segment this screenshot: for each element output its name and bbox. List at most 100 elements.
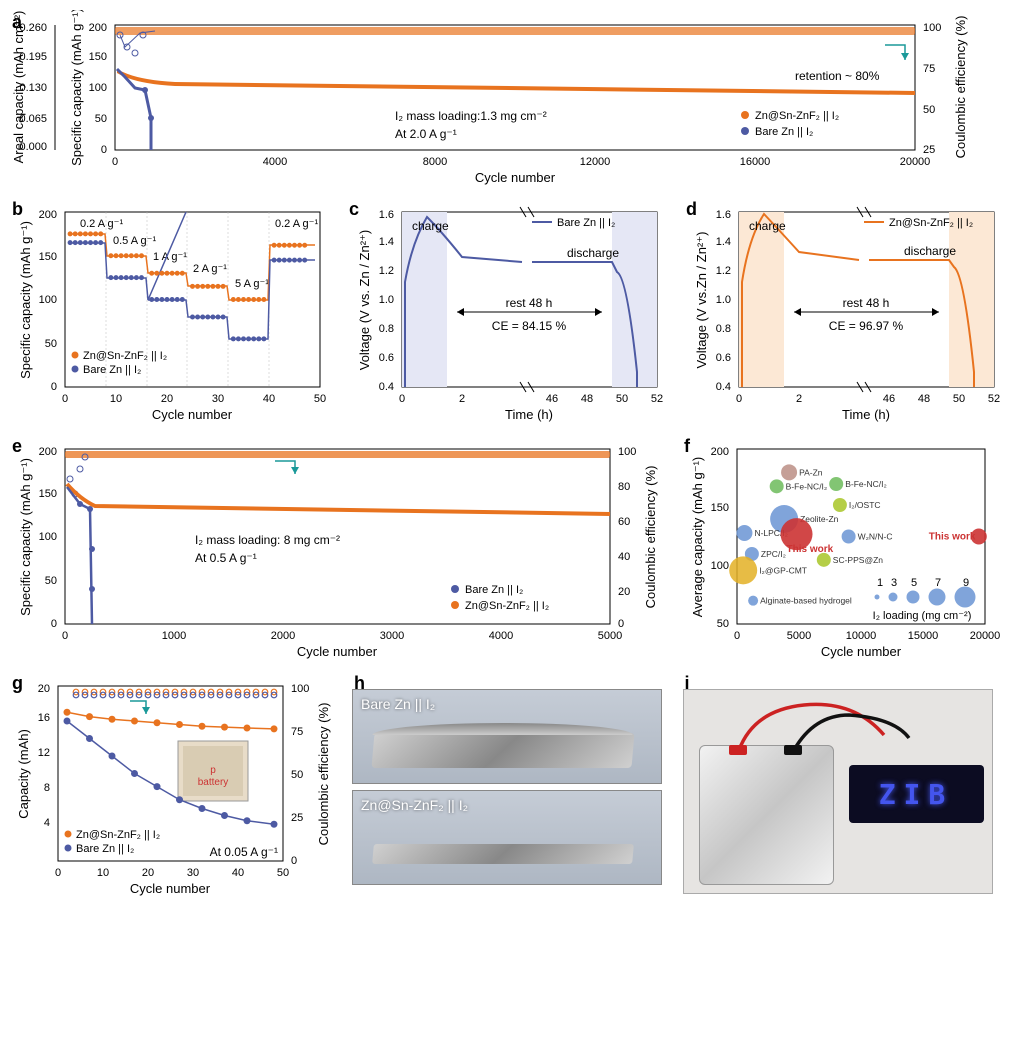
svg-text:This work: This work bbox=[929, 532, 976, 543]
svg-text:50: 50 bbox=[314, 393, 326, 405]
panel-g-chart: 4 8 12 16 20 Capacity (mAh) 0 10 20 30 4… bbox=[10, 671, 340, 896]
svg-text:50: 50 bbox=[953, 393, 965, 405]
svg-text:200: 200 bbox=[89, 22, 107, 34]
svg-text:1.4: 1.4 bbox=[716, 236, 731, 248]
figure-root: a 0.000 0.065 0.130 0.195 0.260 Areal ca… bbox=[10, 10, 1001, 896]
svg-text:At 0.5 A g⁻¹: At 0.5 A g⁻¹ bbox=[195, 551, 257, 565]
svg-text:2000: 2000 bbox=[271, 630, 295, 642]
svg-text:12: 12 bbox=[38, 747, 50, 759]
svg-text:Specific capacity (mAh g⁻¹): Specific capacity (mAh g⁻¹) bbox=[18, 458, 33, 616]
panel-b-chart: 0 50 100 150 200 Specific capacity (mAh … bbox=[10, 197, 335, 422]
panel-f: f 50 100 150 200 Average capacity (mAh g… bbox=[682, 434, 1000, 659]
svg-text:0: 0 bbox=[399, 393, 405, 405]
svg-text:0.8: 0.8 bbox=[716, 323, 731, 335]
led-text: ZIB bbox=[879, 778, 954, 811]
svg-text:100: 100 bbox=[291, 683, 309, 695]
svg-text:0.2 A g⁻¹: 0.2 A g⁻¹ bbox=[275, 218, 318, 230]
svg-text:Coulombic efficiency (%): Coulombic efficiency (%) bbox=[953, 16, 968, 159]
row-ghi: g 4 8 12 16 20 Capacity (mAh) 0 10 20 30… bbox=[10, 671, 1001, 896]
panel-e-label: e bbox=[12, 436, 22, 457]
svg-text:25: 25 bbox=[923, 144, 935, 156]
svg-text:200: 200 bbox=[39, 209, 57, 221]
svg-text:Capacity (mAh): Capacity (mAh) bbox=[16, 729, 31, 819]
panel-a-chart: 0.000 0.065 0.130 0.195 0.260 Areal capa… bbox=[10, 10, 1001, 185]
panel-g-label: g bbox=[12, 673, 23, 694]
svg-text:Cycle number: Cycle number bbox=[821, 644, 902, 659]
panel-h-label: h bbox=[354, 673, 365, 694]
svg-text:Bare Zn || I₂: Bare Zn || I₂ bbox=[755, 126, 813, 138]
svg-text:rest 48 h: rest 48 h bbox=[506, 296, 553, 310]
svg-text:80: 80 bbox=[618, 481, 630, 493]
panel-f-label: f bbox=[684, 436, 690, 457]
svg-text:12000: 12000 bbox=[580, 156, 611, 168]
svg-text:1.0: 1.0 bbox=[379, 294, 394, 306]
svg-text:Zn@Sn-ZnF₂ || I₂: Zn@Sn-ZnF₂ || I₂ bbox=[755, 110, 839, 122]
svg-text:Zn@Sn-ZnF₂ || I₂: Zn@Sn-ZnF₂ || I₂ bbox=[465, 600, 549, 612]
svg-text:SC-PPS@Zn: SC-PPS@Zn bbox=[833, 555, 883, 565]
svg-text:Voltage (V vs.Zn / Zn²⁺): Voltage (V vs.Zn / Zn²⁺) bbox=[694, 232, 709, 369]
svg-text:0: 0 bbox=[51, 618, 57, 630]
svg-text:20: 20 bbox=[38, 683, 50, 695]
panel-d-chart: 0.4 0.6 0.8 1.0 1.2 1.4 1.6 Voltage (V v… bbox=[684, 197, 1009, 422]
svg-text:Coulombic efficiency (%): Coulombic efficiency (%) bbox=[316, 703, 331, 846]
svg-text:52: 52 bbox=[988, 393, 1000, 405]
svg-text:9: 9 bbox=[963, 577, 969, 589]
svg-text:CE = 84.15 %: CE = 84.15 % bbox=[492, 319, 567, 333]
svg-text:Time (h): Time (h) bbox=[842, 407, 890, 422]
svg-text:20: 20 bbox=[142, 867, 154, 879]
svg-text:8000: 8000 bbox=[423, 156, 447, 168]
svg-text:Specific capacity (mAh g⁻¹): Specific capacity (mAh g⁻¹) bbox=[18, 221, 33, 379]
svg-text:10: 10 bbox=[97, 867, 109, 879]
svg-text:Cycle number: Cycle number bbox=[475, 170, 556, 185]
svg-text:5 A g⁻¹: 5 A g⁻¹ bbox=[235, 278, 269, 290]
svg-text:1000: 1000 bbox=[162, 630, 186, 642]
svg-text:At 2.0 A g⁻¹: At 2.0 A g⁻¹ bbox=[395, 127, 457, 141]
photo-snznf2-label: Zn@Sn-ZnF₂ || I₂ bbox=[361, 797, 468, 813]
svg-text:50: 50 bbox=[277, 867, 289, 879]
panel-d-label: d bbox=[686, 199, 697, 220]
led-panel: ZIB bbox=[849, 765, 984, 823]
svg-text:I₂/OSTC: I₂/OSTC bbox=[849, 500, 881, 510]
photo-sn-znf2: Zn@Sn-ZnF₂ || I₂ bbox=[352, 790, 662, 885]
svg-text:B-Fe-NC/I₂: B-Fe-NC/I₂ bbox=[845, 479, 887, 489]
svg-text:0: 0 bbox=[62, 630, 68, 642]
svg-text:I₂ mass loading:1.3 mg cm⁻²: I₂ mass loading:1.3 mg cm⁻² bbox=[395, 109, 547, 123]
svg-text:Zn@Sn-ZnF₂ || I₂: Zn@Sn-ZnF₂ || I₂ bbox=[76, 829, 160, 841]
svg-text:Alginate-based hydrogel: Alginate-based hydrogel bbox=[760, 596, 852, 606]
svg-text:20: 20 bbox=[618, 586, 630, 598]
svg-text:4000: 4000 bbox=[263, 156, 287, 168]
svg-text:48: 48 bbox=[581, 393, 593, 405]
svg-text:46: 46 bbox=[883, 393, 895, 405]
svg-text:7: 7 bbox=[935, 577, 941, 589]
svg-text:20000: 20000 bbox=[970, 630, 1000, 642]
svg-text:0: 0 bbox=[736, 393, 742, 405]
panel-g: g 4 8 12 16 20 Capacity (mAh) 0 10 20 30… bbox=[10, 671, 340, 896]
svg-text:retention ~ 80%: retention ~ 80% bbox=[795, 69, 880, 83]
svg-text:40: 40 bbox=[618, 551, 630, 563]
photo-led-demo: ZIB bbox=[683, 689, 993, 894]
svg-text:I₂ mass loading: 8 mg cm⁻²: I₂ mass loading: 8 mg cm⁻² bbox=[195, 533, 340, 547]
svg-text:200: 200 bbox=[39, 446, 57, 458]
svg-text:100: 100 bbox=[39, 531, 57, 543]
svg-text:75: 75 bbox=[291, 726, 303, 738]
panel-a: a 0.000 0.065 0.130 0.195 0.260 Areal ca… bbox=[10, 10, 1001, 185]
svg-text:50: 50 bbox=[45, 338, 57, 350]
svg-text:1.6: 1.6 bbox=[379, 209, 394, 221]
svg-text:This work: This work bbox=[787, 544, 834, 555]
svg-text:Cycle number: Cycle number bbox=[152, 407, 233, 422]
svg-text:Bare Zn || I₂: Bare Zn || I₂ bbox=[76, 843, 134, 855]
panel-c-label: c bbox=[349, 199, 359, 220]
panel-e: e 0 50 100 150 200 Specific capacity (mA… bbox=[10, 434, 670, 659]
svg-text:15000: 15000 bbox=[908, 630, 939, 642]
svg-text:1.4: 1.4 bbox=[379, 236, 394, 248]
svg-text:50: 50 bbox=[45, 575, 57, 587]
svg-text:W₂N/N-C: W₂N/N-C bbox=[858, 532, 893, 542]
row-bcd: b 0 50 100 150 200 Specific capacity (mA… bbox=[10, 197, 1001, 422]
panel-c-chart: 0.4 0.6 0.8 1.0 1.2 1.4 1.6 Voltage (V v… bbox=[347, 197, 672, 422]
svg-text:20: 20 bbox=[161, 393, 173, 405]
svg-text:I₂ loading (mg cm⁻²): I₂ loading (mg cm⁻²) bbox=[873, 610, 972, 622]
svg-text:1.2: 1.2 bbox=[716, 265, 731, 277]
svg-text:100: 100 bbox=[89, 82, 107, 94]
svg-text:1.6: 1.6 bbox=[716, 209, 731, 221]
svg-text:Zn@Sn-ZnF₂ || I₂: Zn@Sn-ZnF₂ || I₂ bbox=[83, 350, 167, 362]
